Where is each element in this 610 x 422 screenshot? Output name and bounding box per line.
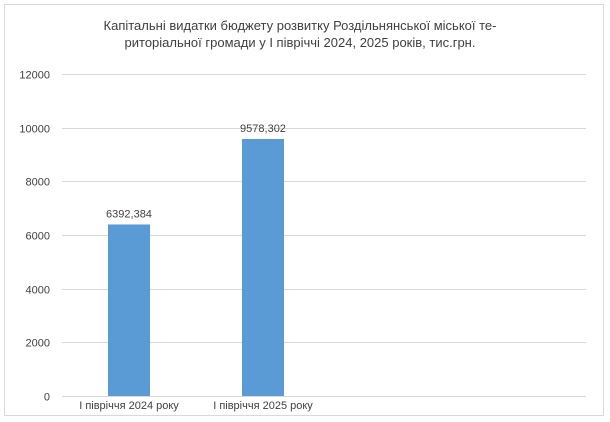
y-tick-label: 10000 — [19, 124, 50, 136]
chart-title: Капітальні видатки бюджету розвитку Розд… — [65, 17, 535, 51]
data-labels: 6392,384 9578,302 — [106, 123, 286, 220]
bars — [108, 138, 284, 396]
category-label: І півріччя 2024 року — [79, 400, 179, 412]
category-labels: І півріччя 2024 року І півріччя 2025 року — [79, 400, 313, 412]
y-tick-label: 8000 — [26, 177, 50, 189]
data-label: 9578,302 — [240, 123, 286, 135]
y-tick-label: 12000 — [19, 70, 50, 82]
y-axis-tick-labels: 0 2000 4000 6000 8000 10000 12000 — [19, 70, 50, 404]
y-tick-label: 2000 — [26, 338, 50, 350]
chart-title-line-1: Капітальні видатки бюджету розвитку Розд… — [103, 18, 497, 33]
category-label: І півріччя 2025 року — [213, 400, 313, 412]
chart-frame: Капітальні видатки бюджету розвитку Розд… — [4, 4, 604, 416]
y-tick-label: 6000 — [26, 231, 50, 243]
y-tick-label: 0 — [44, 392, 50, 404]
data-label: 6392,384 — [106, 208, 152, 220]
bar — [242, 138, 284, 396]
bar — [108, 224, 150, 396]
y-tick-label: 4000 — [26, 285, 50, 297]
chart-title-line-2: риторіальної громади у І півріччі 2024, … — [124, 35, 476, 50]
